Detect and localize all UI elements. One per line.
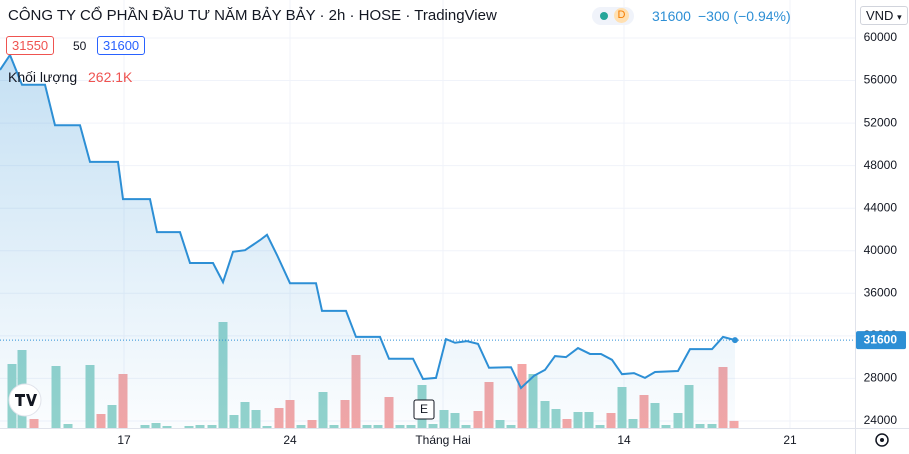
last-point	[732, 337, 738, 344]
settings-icon[interactable]	[875, 433, 889, 447]
event-marker-box[interactable]	[413, 399, 435, 420]
price-tag-label: 31600	[864, 332, 898, 346]
x-tick-label: 17	[117, 433, 131, 447]
y-tick-label: 28000	[864, 371, 898, 385]
y-tick-label: 48000	[864, 158, 898, 172]
x-tick-label: 21	[783, 433, 797, 447]
x-tick-label: 24	[283, 433, 297, 447]
event-marker[interactable]: E	[420, 402, 428, 416]
ask[interactable]: 31600	[97, 36, 146, 55]
tv-logo	[8, 383, 42, 417]
status: D	[614, 8, 629, 23]
price-change: −300 (−0.94%)	[698, 8, 791, 24]
y-tick-label: 60000	[864, 30, 898, 44]
y-tick-label: 24000	[864, 413, 898, 427]
y-tick-label: 40000	[864, 243, 898, 257]
status-pill[interactable]: D	[592, 7, 634, 25]
price-area	[0, 55, 735, 428]
spread: 50	[73, 39, 87, 53]
x-tick-label: Tháng Hai	[415, 433, 470, 447]
chart-title: CÔNG TY CỔ PHẦN ĐẦU TƯ NĂM BẢY BẢY · 2h …	[8, 7, 497, 24]
y-tick-label: 44000	[864, 200, 898, 214]
currency: VND	[866, 8, 894, 23]
last-price: 31600	[652, 8, 691, 24]
y-tick-label: 36000	[864, 285, 898, 299]
price-line	[0, 52, 736, 390]
market-dot	[600, 12, 608, 20]
y-tick-label: 56000	[864, 73, 898, 87]
x-tick-label: 14	[617, 433, 631, 447]
bid[interactable]: 31550	[6, 36, 55, 55]
volume-title: Khối lượng	[8, 69, 78, 85]
y-tick-label: 52000	[864, 115, 898, 129]
volume-last: 262.1K	[88, 69, 133, 85]
currency-select[interactable]: VND ▾	[860, 6, 908, 25]
price-tag	[856, 331, 906, 350]
